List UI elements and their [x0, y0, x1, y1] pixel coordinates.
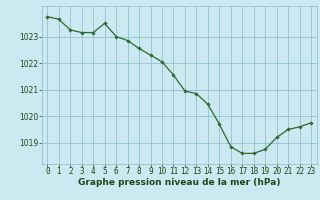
X-axis label: Graphe pression niveau de la mer (hPa): Graphe pression niveau de la mer (hPa)	[78, 178, 280, 187]
